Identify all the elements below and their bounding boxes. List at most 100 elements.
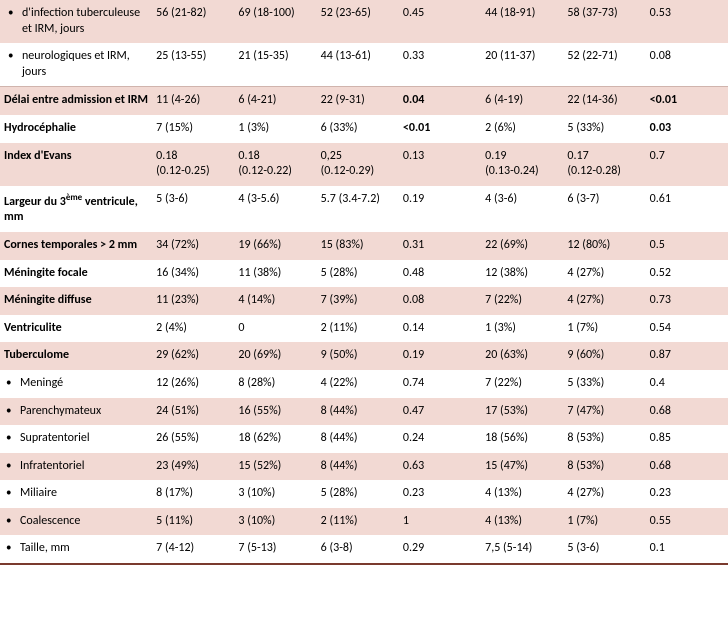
row-label: Hydrocéphalie — [0, 115, 152, 143]
data-cell: 15 (47%) — [481, 453, 563, 481]
data-cell: 0.7 — [646, 143, 728, 186]
table-row: Largeur du 3ème ventricule, mm5 (3-6)4 (… — [0, 186, 728, 232]
data-cell: 22 (69%) — [481, 232, 563, 260]
data-cell: 4 (13%) — [481, 480, 563, 508]
data-cell: 2 (11%) — [317, 315, 399, 343]
data-cell: 1 (7%) — [563, 508, 645, 536]
table-row: Cornes temporales > 2 mm34 (72%)19 (66%)… — [0, 232, 728, 260]
data-cell: 44 (18-91) — [481, 0, 563, 43]
data-cell: 0.5 — [646, 232, 728, 260]
data-cell: 7 (39%) — [317, 287, 399, 315]
table-row: Hydrocéphalie7 (15%)1 (3%)6 (33%)<0.012 … — [0, 115, 728, 143]
row-label: Taille, mm — [0, 535, 152, 564]
data-cell: 0.4 — [646, 370, 728, 398]
data-cell: 0.19(0.13-0.24) — [481, 143, 563, 186]
data-cell: 20 (11-37) — [481, 43, 563, 87]
data-cell: 11 (38%) — [234, 260, 316, 288]
data-cell: 52 (22-71) — [563, 43, 645, 87]
row-label: Délai entre admission et IRM — [0, 87, 152, 115]
data-cell: 4 (3-5.6) — [234, 186, 316, 232]
data-cell: 4 (22%) — [317, 370, 399, 398]
data-cell: 0,25(0.12-0.29) — [317, 143, 399, 186]
data-cell: 7 (22%) — [481, 287, 563, 315]
data-cell: 8 (44%) — [317, 453, 399, 481]
data-cell: 7 (15%) — [152, 115, 234, 143]
data-cell: 3 (10%) — [234, 508, 316, 536]
row-label: Cornes temporales > 2 mm — [0, 232, 152, 260]
data-cell: 0.19 — [399, 342, 481, 370]
data-cell: 4 (27%) — [563, 260, 645, 288]
data-cell: 26 (55%) — [152, 425, 234, 453]
data-cell: 0.33 — [399, 43, 481, 87]
data-cell: 16 (55%) — [234, 398, 316, 426]
data-cell: 5 (3-6) — [563, 535, 645, 564]
table-row: Coalescence5 (11%)3 (10%)2 (11%)14 (13%)… — [0, 508, 728, 536]
data-cell: 1 — [399, 508, 481, 536]
data-cell: 0.14 — [399, 315, 481, 343]
data-cell: 0.03 — [646, 115, 728, 143]
data-cell: 0.13 — [399, 143, 481, 186]
data-cell: 16 (34%) — [152, 260, 234, 288]
table-row: Meningé12 (26%)8 (28%)4 (22%)0.747 (22%)… — [0, 370, 728, 398]
table-row: Méningite focale16 (34%)11 (38%)5 (28%)0… — [0, 260, 728, 288]
data-cell: 0.45 — [399, 0, 481, 43]
data-cell: 15 (83%) — [317, 232, 399, 260]
data-cell: 4 (13%) — [481, 508, 563, 536]
data-cell: 8 (44%) — [317, 425, 399, 453]
data-cell: 5.7 (3.4-7.2) — [317, 186, 399, 232]
table-row: Méningite diffuse11 (23%)4 (14%)7 (39%)0… — [0, 287, 728, 315]
row-label: Miliaire — [0, 480, 152, 508]
row-label: Meningé — [0, 370, 152, 398]
data-cell: 58 (37-73) — [563, 0, 645, 43]
data-cell: 1 (3%) — [234, 115, 316, 143]
data-cell: 0.68 — [646, 398, 728, 426]
data-cell: 29 (62%) — [152, 342, 234, 370]
data-cell: 6 (3-7) — [563, 186, 645, 232]
table-row: Ventriculite2 (4%)02 (11%)0.141 (3%)1 (7… — [0, 315, 728, 343]
data-cell: 12 (80%) — [563, 232, 645, 260]
data-cell: <0.01 — [646, 87, 728, 115]
data-cell: 8 (17%) — [152, 480, 234, 508]
data-cell: 19 (66%) — [234, 232, 316, 260]
data-cell: 7,5 (5-14) — [481, 535, 563, 564]
data-cell: 69 (18-100) — [234, 0, 316, 43]
data-cell: 0.18(0.12-0.25) — [152, 143, 234, 186]
row-label: neurologiques et IRM, jours — [0, 43, 152, 87]
data-cell: 8 (28%) — [234, 370, 316, 398]
data-cell: 7 (5-13) — [234, 535, 316, 564]
data-cell: 0.52 — [646, 260, 728, 288]
data-cell: 12 (26%) — [152, 370, 234, 398]
data-cell: 4 (27%) — [563, 287, 645, 315]
data-cell: 34 (72%) — [152, 232, 234, 260]
data-cell: 6 (4-19) — [481, 87, 563, 115]
data-cell: 5 (11%) — [152, 508, 234, 536]
data-cell: 44 (13-61) — [317, 43, 399, 87]
data-cell: 0.74 — [399, 370, 481, 398]
data-cell: 25 (13-55) — [152, 43, 234, 87]
data-cell: 4 (14%) — [234, 287, 316, 315]
data-cell: 11 (4-26) — [152, 87, 234, 115]
data-cell: 0.19 — [399, 186, 481, 232]
data-cell: 5 (28%) — [317, 480, 399, 508]
data-cell: 0.08 — [399, 287, 481, 315]
data-cell: 0.23 — [399, 480, 481, 508]
data-cell: 5 (28%) — [317, 260, 399, 288]
data-cell: 5 (33%) — [563, 370, 645, 398]
data-cell: 0.29 — [399, 535, 481, 564]
data-cell: 9 (60%) — [563, 342, 645, 370]
table-row: Infratentoriel23 (49%)15 (52%)8 (44%)0.6… — [0, 453, 728, 481]
data-cell: 5 (3-6) — [152, 186, 234, 232]
data-cell: 4 (3-6) — [481, 186, 563, 232]
data-cell: 52 (23-65) — [317, 0, 399, 43]
data-cell: 2 (11%) — [317, 508, 399, 536]
row-label: Ventriculite — [0, 315, 152, 343]
table-row: d'infection tuberculeuse et IRM, jours56… — [0, 0, 728, 43]
data-cell: 0.48 — [399, 260, 481, 288]
data-cell: 0.47 — [399, 398, 481, 426]
table-row: Supratentoriel26 (55%)18 (62%)8 (44%)0.2… — [0, 425, 728, 453]
data-cell: 21 (15-35) — [234, 43, 316, 87]
data-cell: 0.08 — [646, 43, 728, 87]
data-cell: 0.24 — [399, 425, 481, 453]
table-row: Tuberculome29 (62%)20 (69%)9 (50%)0.1920… — [0, 342, 728, 370]
data-cell: 18 (62%) — [234, 425, 316, 453]
